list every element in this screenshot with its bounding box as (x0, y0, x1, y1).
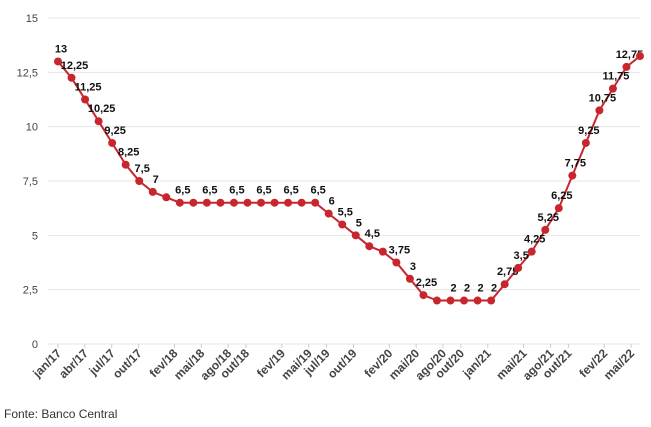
data-point (148, 187, 157, 196)
data-point (229, 198, 238, 207)
data-label: 4,5 (365, 228, 380, 240)
data-point (527, 247, 536, 256)
data-point (338, 220, 347, 229)
data-label: 3,5 (514, 250, 529, 262)
data-point (568, 171, 577, 180)
x-tick-label: out/19 (325, 346, 360, 381)
data-point (487, 296, 496, 305)
data-point (284, 198, 293, 207)
data-point (189, 198, 198, 207)
data-label: 6,5 (229, 185, 244, 197)
data-point (541, 225, 550, 234)
data-label: 5,25 (538, 212, 559, 224)
data-label: 3,75 (389, 245, 410, 257)
data-point (595, 106, 604, 115)
data-label: 6,5 (175, 185, 190, 197)
data-label: 11,25 (75, 82, 102, 94)
data-point (432, 296, 441, 305)
data-label: 5,5 (338, 206, 353, 218)
data-label: 10,25 (88, 103, 116, 115)
data-label: 4,25 (524, 234, 545, 246)
data-point (108, 138, 117, 147)
data-point (175, 198, 184, 207)
data-point (94, 117, 103, 126)
data-point (636, 52, 644, 61)
series-line (57, 55, 641, 302)
data-point (216, 198, 225, 207)
x-tick-label: jan/21 (459, 346, 494, 381)
data-point (622, 62, 631, 71)
y-tick-label: 7,5 (23, 176, 38, 188)
data-point (311, 198, 320, 207)
data-point (365, 242, 374, 251)
data-label: 10,75 (589, 92, 617, 104)
data-label: 2,25 (416, 277, 437, 289)
data-point (500, 280, 509, 289)
x-tick-label: jan/17 (29, 346, 64, 381)
y-tick-label: 12,5 (17, 67, 38, 79)
source-note: Fonte: Banco Central (4, 407, 118, 421)
data-label: 9,25 (578, 125, 599, 137)
data-point (162, 193, 171, 202)
data-point (121, 160, 130, 169)
data-point (460, 296, 469, 305)
data-point (54, 57, 62, 66)
y-tick-label: 2,5 (23, 285, 38, 297)
data-label: 6,5 (311, 185, 326, 197)
data-label: 13 (55, 43, 67, 55)
data-point (608, 84, 617, 93)
data-label: 2 (491, 283, 497, 295)
x-tick-label: abr/17 (56, 346, 91, 381)
data-label: 2 (464, 283, 470, 295)
data-point (81, 95, 90, 104)
data-point (378, 247, 387, 256)
y-tick-label: 10 (26, 122, 38, 134)
x-tick-label: out/17 (110, 346, 145, 381)
data-label: 12,75 (616, 49, 644, 61)
data-point (270, 198, 279, 207)
data-label: 7 (153, 174, 159, 186)
data-point (67, 73, 76, 82)
data-label: 6,5 (256, 185, 271, 197)
y-tick-label: 15 (26, 13, 38, 25)
data-label: 9,25 (104, 125, 125, 137)
data-point (202, 198, 211, 207)
data-point (514, 263, 523, 272)
data-label: 6,5 (283, 185, 298, 197)
data-point (554, 204, 563, 213)
data-point (351, 231, 360, 240)
data-label: 7,5 (135, 163, 150, 175)
data-label: 11,75 (602, 71, 629, 83)
data-label: 6,5 (202, 185, 217, 197)
data-point (419, 291, 428, 300)
x-tick-label: mai/22 (601, 346, 638, 383)
data-label: 7,75 (565, 158, 586, 170)
data-point (135, 177, 144, 185)
data-label: 2 (450, 283, 456, 295)
data-point (324, 209, 333, 218)
data-point (446, 296, 455, 305)
data-point (405, 274, 414, 283)
data-point (243, 198, 252, 207)
data-label: 8,25 (118, 147, 139, 159)
y-tick-label: 0 (32, 339, 38, 351)
data-point (473, 296, 482, 305)
y-tick-label: 5 (32, 230, 38, 242)
data-point (297, 198, 306, 207)
data-point (581, 138, 590, 147)
data-label: 2,75 (497, 266, 518, 278)
data-label: 5 (356, 217, 362, 229)
data-point (392, 258, 401, 267)
data-label: 12,25 (61, 60, 89, 72)
data-label: 3 (410, 261, 416, 273)
data-label: 2 (478, 283, 484, 295)
data-point (257, 198, 266, 207)
data-label: 6,25 (551, 190, 572, 202)
data-label: 6 (329, 196, 335, 208)
